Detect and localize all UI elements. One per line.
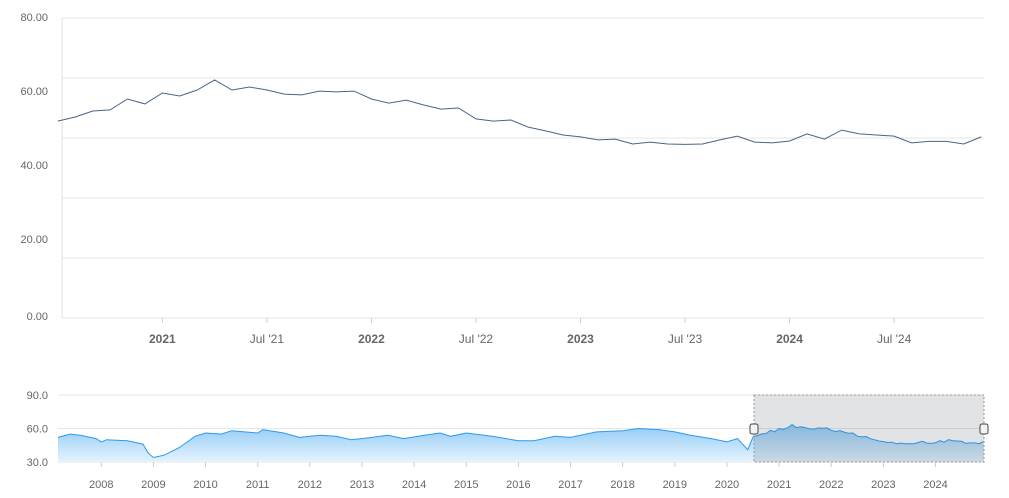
navigator-right-handle[interactable] (979, 423, 989, 435)
navigator-x-tick-label: 2014 (402, 479, 426, 491)
navigator-series-line (57, 423, 984, 459)
navigator-y-axis-labels: 90.0 60.0 30.0 (27, 390, 48, 469)
navigator-left-handle[interactable] (749, 423, 759, 435)
navigator-x-tick-label: 2017 (558, 479, 582, 491)
navigator-x-tick-label: 2023 (871, 479, 895, 491)
main-x-tick-label: 2024 (776, 332, 803, 346)
main-x-tick-label: Jul '22 (459, 332, 494, 346)
main-x-tick-label: Jul '21 (250, 332, 285, 346)
main-series-points (58, 80, 982, 145)
navigator-x-tick-label: 2010 (193, 479, 217, 491)
navigator-x-tick-label: 2022 (819, 479, 843, 491)
main-gridlines (62, 17, 984, 319)
navigator-x-tick-label: 2012 (298, 479, 322, 491)
main-y-tick-label: 60.00 (20, 86, 48, 98)
navigator-x-tick-label: 2015 (454, 479, 478, 491)
main-x-tick-label: Jul '23 (668, 332, 703, 346)
main-y-tick-label: 20.00 (20, 234, 48, 246)
navigator-x-tick-label: 2016 (506, 479, 530, 491)
navigator-x-tick-label: 2024 (923, 479, 947, 491)
main-x-tick-label: Jul '24 (877, 332, 912, 346)
navigator-x-tick-label: 2013 (350, 479, 374, 491)
navigator-area (58, 424, 984, 462)
main-x-tick-label: 2022 (358, 332, 385, 346)
navigator-y-tick-label: 60.0 (27, 424, 48, 436)
main-x-tick-label: 2021 (149, 332, 176, 346)
main-series-line (57, 79, 982, 145)
navigator-y-tick-label: 90.0 (27, 390, 48, 402)
main-y-tick-label: 80.00 (20, 12, 48, 24)
main-x-tick-label: 2023 (567, 332, 594, 346)
navigator-selection-window[interactable] (753, 394, 985, 463)
main-x-axis-labels: 2021 Jul '21 2022 Jul '22 2023 Jul '23 2024 Jul… (149, 318, 912, 346)
navigator-x-tick-label: 2020 (715, 479, 739, 491)
navigator-x-tick-label: 2009 (141, 479, 165, 491)
main-y-tick-label: 0.00 (27, 311, 48, 323)
navigator-x-tick-label: 2008 (89, 479, 113, 491)
main-y-axis-labels: 80.00 60.00 40.00 20.00 0.00 (20, 12, 48, 323)
navigator-x-tick-label: 2021 (767, 479, 791, 491)
navigator-x-tick-label: 2019 (663, 479, 687, 491)
navigator-x-axis-labels: 2008 2009 2010 2011 2012 2013 2014 2015 2016 2017… (89, 462, 948, 491)
navigator-x-tick-label: 2011 (246, 479, 270, 491)
navigator-y-tick-label: 30.0 (27, 457, 48, 469)
main-y-tick-label: 40.00 (20, 160, 48, 172)
navigator-x-tick-label: 2018 (610, 479, 634, 491)
